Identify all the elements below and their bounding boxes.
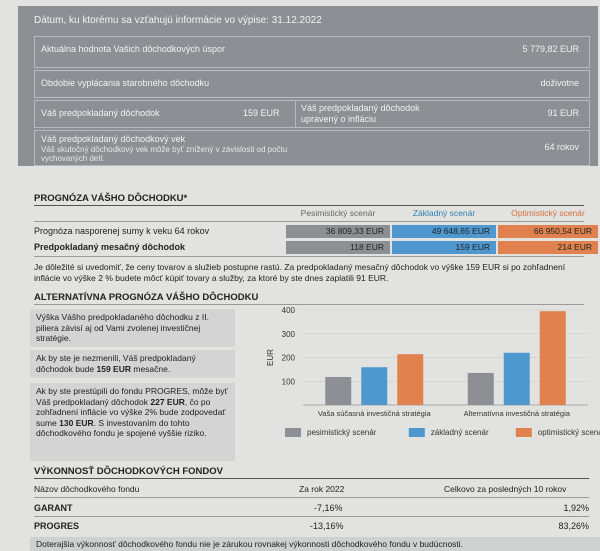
column-header-ten-years: Celkovo za posledných 10 rokov <box>444 484 567 494</box>
column-header-pessimistic: Pesimistický scenár <box>300 208 376 218</box>
strategy-info-box: Výška Vášho predpokladaného dôchodku z I… <box>30 309 235 347</box>
forecast-row-label: Prognóza nasporenej sumy k veku 64 rokov <box>34 226 210 236</box>
divider <box>34 497 589 498</box>
box-highlight: 227 EUR <box>150 396 185 407</box>
forecast-row-label: Predpokladaný mesačný dôchodok <box>34 242 186 252</box>
summary-row-savings: Aktuálna hodnota Vašich dôchodkových úsp… <box>34 36 590 68</box>
legend-label: optimistický scenár <box>538 428 600 437</box>
y-tick-label: 400 <box>282 306 296 315</box>
fund-year-return: -7,16% <box>314 503 343 513</box>
box-highlight: 159 EUR <box>96 363 132 374</box>
summary-panel: Dátum, ku ktorému sa vzťahujú informácie… <box>18 6 598 166</box>
column-header-optimistic: Optimistický scenár <box>511 208 585 218</box>
forecast-row-savings: Prognóza nasporenej sumy k veku 64 rokov… <box>34 225 598 238</box>
forecast-cell-basic: 159 EUR <box>392 241 496 254</box>
inflation-note: Je dôležité si uvedomiť, že ceny tovarov… <box>34 262 566 283</box>
y-tick-label: 300 <box>282 330 296 339</box>
summary-label: Váš predpokladaný dôchodkový vek <box>41 134 186 144</box>
bar <box>397 354 424 405</box>
alternative-title: ALTERNATÍVNA PROGNÓZA VÁŠHO DÔCHODKU <box>34 292 259 303</box>
legend-label: pesimistický scenár <box>307 428 377 437</box>
summary-label: Váš predpokladaný dôchodok <box>41 108 160 118</box>
box-text: Ak by ste je nezmenili, Váš predpokladan… <box>36 353 196 374</box>
forecast-cell-optimistic: 214 EUR <box>498 241 598 254</box>
y-axis-label: EUR <box>266 349 275 366</box>
box-text: mesačne. <box>131 363 171 374</box>
divider <box>34 205 584 206</box>
box-highlight: 130 EUR <box>59 417 94 428</box>
forecast-cell-optimistic: 66 950,54 EUR <box>498 225 598 238</box>
legend-label: základný scenár <box>431 428 489 437</box>
performance-disclaimer: Doterajšia výkonnosť dôchodkového fondu … <box>30 537 600 551</box>
legend-swatch <box>285 428 301 437</box>
forecast-title: PROGNÓZA VÁŠHO DÔCHODKU* <box>34 193 188 204</box>
column-header-year: Za rok 2022 <box>299 484 345 494</box>
box-text: Ak by ste prestúpili do fondu PROGRES, m… <box>36 386 228 407</box>
current-strategy-box: Ak by ste je nezmenili, Váš predpokladan… <box>30 350 235 378</box>
forecast-cell-pessimistic: 36 809,33 EUR <box>286 225 390 238</box>
pension-bar-chart: 100 200 300 400 EUR Vaša súčasná investičná s… <box>266 306 600 437</box>
x-tick-label: Vaša súčasná investičná stratégia <box>318 409 432 418</box>
divider <box>34 304 584 305</box>
y-tick-label: 100 <box>282 377 296 386</box>
bar <box>503 352 530 405</box>
summary-sublabel: Váš skutočný dôchodkový vek môže byť zní… <box>41 145 288 163</box>
forecast-row-monthly: Predpokladaný mesačný dôchodok 118 EUR 1… <box>34 241 598 254</box>
fund-name: GARANT <box>34 503 73 513</box>
summary-label-inflation: Váš predpokladaný dôchodok upravený o in… <box>301 103 420 124</box>
summary-label: Aktuálna hodnota Vašich dôchodkových úsp… <box>41 44 225 54</box>
divider <box>34 221 584 222</box>
x-tick-label: Alternatívna investičná stratégia <box>464 409 571 418</box>
performance-title: VÝKONNOSŤ DÔCHODKOVÝCH FONDOV <box>34 466 223 477</box>
divider <box>34 516 589 517</box>
summary-value-inflation: 91 EUR <box>547 108 579 118</box>
divider <box>34 256 584 257</box>
y-tick-label: 200 <box>282 354 296 363</box>
progres-strategy-box: Ak by ste prestúpili do fondu PROGRES, m… <box>30 383 235 461</box>
summary-row-pension: Váš predpokladaný dôchodok 159 EUR Váš p… <box>34 100 590 128</box>
bar <box>325 376 352 405</box>
forecast-cell-pessimistic: 118 EUR <box>286 241 390 254</box>
summary-value: 64 rokov <box>544 142 579 152</box>
summary-value: 5 779,82 EUR <box>522 44 579 54</box>
forecast-cell-basic: 49 648,65 EUR <box>392 225 496 238</box>
fund-ten-year-return: 1,92% <box>563 503 589 513</box>
fund-year-return: -13,16% <box>310 521 344 531</box>
divider <box>34 478 589 479</box>
bar <box>467 372 494 405</box>
box-text: , čo po zohľadnení inflácie vo výške 2% … <box>36 396 226 428</box>
summary-label: Obdobie vyplácania starobného dôchodku <box>41 78 210 88</box>
summary-row-period: Obdobie vyplácania starobného dôchodku d… <box>34 70 590 98</box>
divider <box>295 101 296 127</box>
summary-value: doživotne <box>540 78 579 88</box>
column-header-basic: Základný scenár <box>412 208 476 218</box>
statement-date: Dátum, ku ktorému sa vzťahujú informácie… <box>34 15 322 26</box>
box-text: . S investovaním do tohto dôchodkového f… <box>36 417 207 439</box>
bar <box>361 367 388 405</box>
summary-value: 159 EUR <box>243 108 280 118</box>
column-header-fund: Názov dôchodkového fondu <box>34 484 140 494</box>
legend-swatch <box>408 428 425 437</box>
summary-row-age: Váš predpokladaný dôchodkový vek Váš sku… <box>34 130 590 166</box>
fund-name: PROGRES <box>34 521 80 531</box>
fund-ten-year-return: 83,26% <box>558 521 589 531</box>
legend-swatch <box>515 428 532 437</box>
bar <box>539 311 566 405</box>
